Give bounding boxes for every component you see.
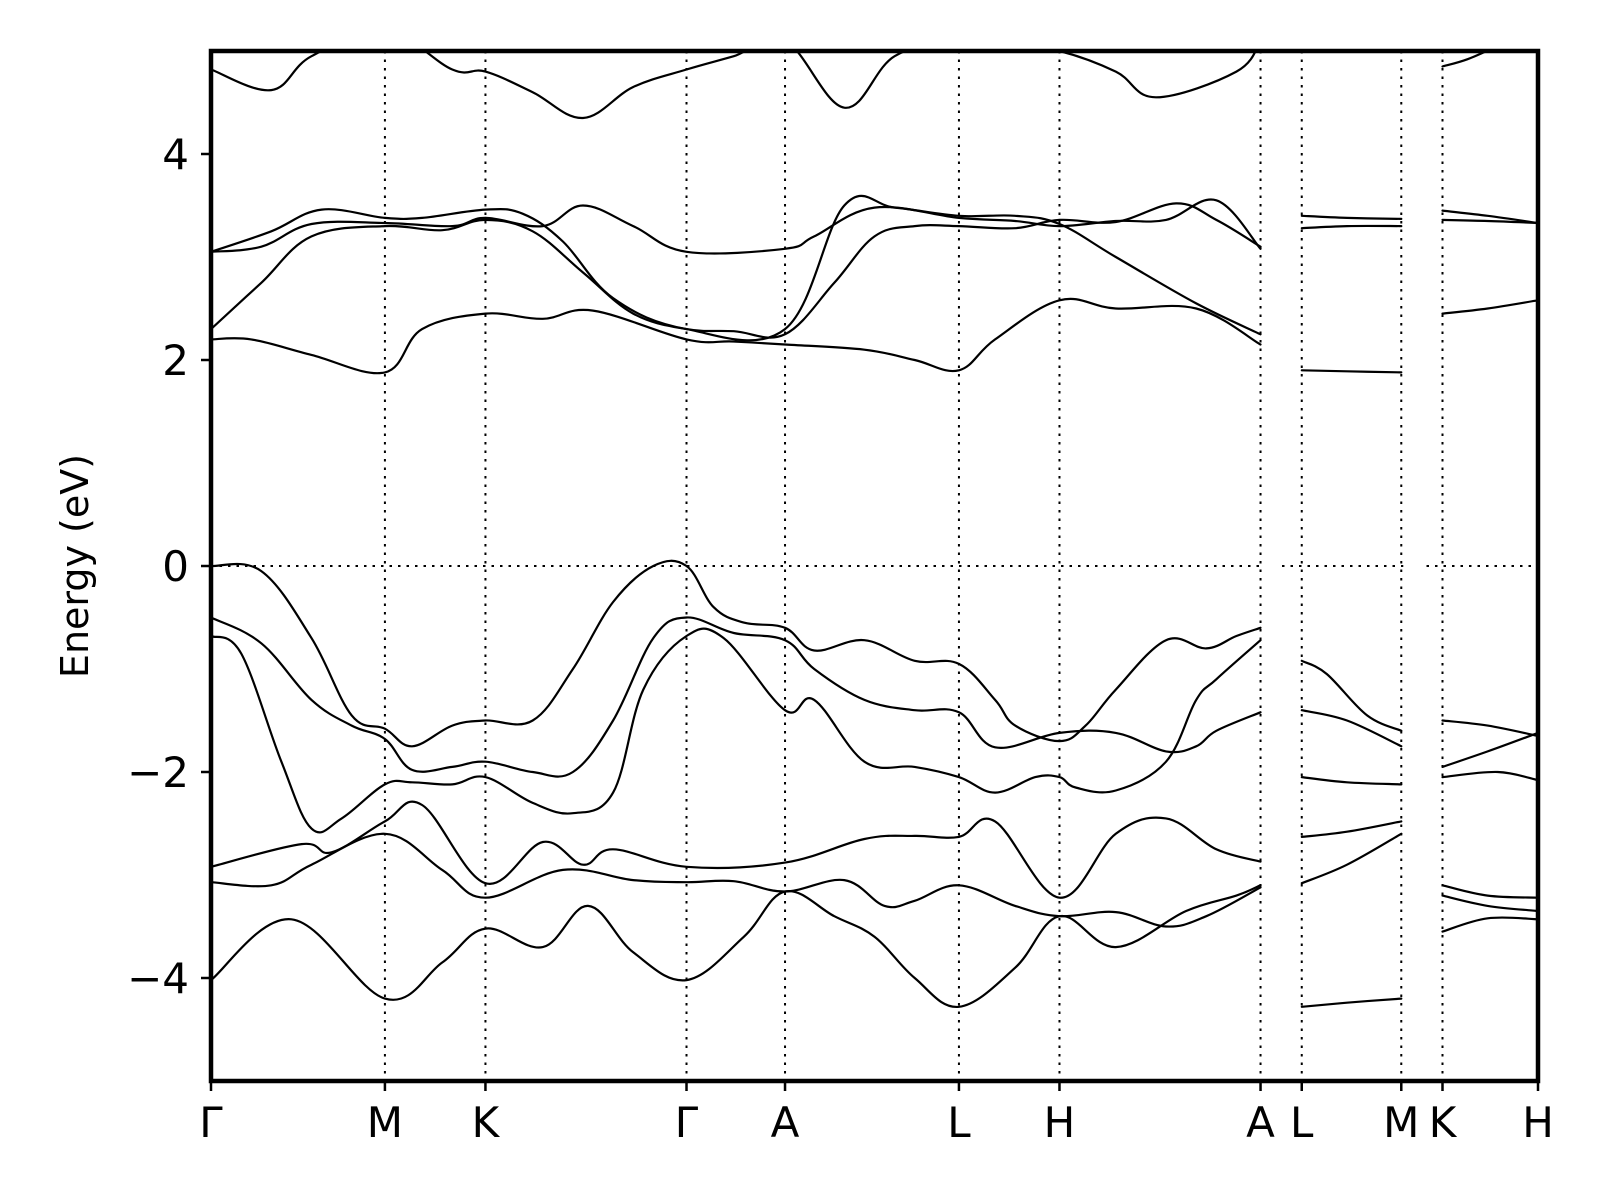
band-line-11	[1300, 997, 1403, 1008]
y-tick-label: 4	[162, 130, 189, 179]
x-tick-label: H	[1522, 1098, 1554, 1147]
band-line-29	[1441, 51, 1490, 68]
y-tick-label: −2	[127, 748, 189, 797]
band-line-8	[211, 194, 1262, 342]
x-tick-label: L	[1290, 1098, 1314, 1147]
band-line-26	[1441, 299, 1538, 315]
band-line-0	[211, 884, 1262, 1008]
band-line-22	[1441, 884, 1538, 899]
band-line-14	[1300, 776, 1403, 786]
band-line-17	[1300, 369, 1403, 374]
band-line-13	[1300, 820, 1403, 838]
x-tick-label: M	[1383, 1098, 1419, 1147]
band-line-18	[1300, 224, 1403, 230]
band-line-24	[1441, 731, 1538, 768]
band-line-1	[211, 832, 1262, 928]
band-line-19	[1300, 214, 1403, 220]
y-tick-label: 2	[162, 336, 189, 385]
x-tick-label: K	[472, 1098, 501, 1147]
y-axis-label: Energy (eV)	[53, 454, 97, 678]
x-tick-label: A	[771, 1098, 800, 1147]
band-line-12	[1300, 832, 1403, 885]
band-layer	[211, 51, 1538, 1008]
path-break-layer	[1262, 53, 1422, 1079]
band-line-9	[211, 198, 1262, 255]
band-line-20	[1441, 916, 1538, 933]
grid-layer	[211, 51, 1538, 1081]
band-line-28	[1441, 209, 1538, 225]
band-line-3	[211, 627, 1262, 834]
y-tick-label: 0	[162, 542, 189, 591]
band-line-10	[211, 51, 1257, 120]
x-tick-label: K	[1429, 1098, 1458, 1147]
x-tick-label: Γ	[675, 1098, 699, 1147]
band-line-21	[1441, 894, 1538, 913]
band-line-15	[1300, 709, 1403, 748]
band-line-23	[1441, 770, 1538, 782]
band-line-4	[211, 616, 1262, 778]
band-line-5	[211, 559, 1262, 748]
band-line-25	[1441, 719, 1538, 738]
x-tick-label: Γ	[199, 1098, 223, 1147]
y-tick-label: −4	[127, 954, 189, 1003]
band-line-2	[211, 800, 1262, 899]
x-tick-label: M	[367, 1098, 403, 1147]
band-line-27	[1441, 218, 1538, 225]
x-tick-label: L	[947, 1098, 971, 1147]
band-line-7	[211, 202, 1262, 339]
band-line-6	[211, 297, 1262, 375]
path-break-1	[1403, 53, 1422, 1079]
x-tick-label: A	[1246, 1098, 1275, 1147]
band-line-16	[1300, 659, 1403, 732]
path-break-0	[1262, 53, 1281, 1079]
x-tick-label: H	[1044, 1098, 1076, 1147]
